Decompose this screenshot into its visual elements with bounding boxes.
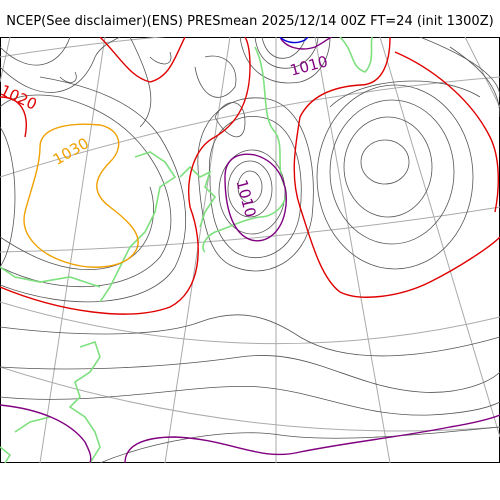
coastline bbox=[14, 416, 51, 433]
isobar bbox=[419, 37, 500, 98]
isobar-1010 bbox=[279, 37, 333, 50]
parallel-1 bbox=[0, 37, 167, 58]
graticule bbox=[0, 37, 500, 463]
isobar-1010 bbox=[0, 404, 92, 463]
isobar bbox=[316, 84, 474, 270]
meridian-1 bbox=[39, 37, 106, 463]
isobar-1020 bbox=[293, 116, 500, 298]
isobar-1030 bbox=[23, 123, 139, 268]
isobar bbox=[0, 94, 172, 288]
coastline bbox=[68, 340, 101, 463]
isobar bbox=[129, 37, 152, 128]
isobar bbox=[0, 126, 16, 268]
meridian-6 bbox=[464, 37, 500, 108]
parallel-3 bbox=[0, 206, 500, 253]
isobar bbox=[214, 102, 246, 138]
isobar-1020 bbox=[0, 37, 251, 315]
isobar bbox=[0, 37, 121, 93]
isobar bbox=[449, 46, 500, 118]
isobar bbox=[329, 80, 481, 108]
coastline bbox=[0, 446, 12, 463]
coastline bbox=[339, 37, 373, 73]
isobar bbox=[237, 170, 263, 204]
isobar bbox=[197, 97, 314, 272]
meridian-2 bbox=[164, 37, 231, 463]
isobar-1010 bbox=[124, 414, 500, 463]
isobar bbox=[0, 76, 186, 303]
coastline bbox=[202, 46, 287, 253]
isobar bbox=[0, 385, 500, 416]
isobar bbox=[227, 160, 273, 218]
isobar bbox=[329, 99, 455, 245]
isobar bbox=[360, 139, 410, 185]
pressure-map: 1020 1030 1010 1010 bbox=[0, 37, 500, 463]
isobar-1020 bbox=[394, 51, 499, 213]
isobar-1020 bbox=[99, 37, 186, 83]
isobar bbox=[0, 314, 500, 357]
isobar-1010 bbox=[224, 153, 287, 242]
isobar-1020 bbox=[299, 37, 391, 118]
isobar bbox=[194, 55, 237, 98]
meridian-7 bbox=[0, 37, 11, 83]
meridian-5 bbox=[379, 37, 500, 438]
isobar bbox=[99, 426, 500, 463]
isobar bbox=[0, 37, 71, 66]
isobar-1000 bbox=[279, 37, 309, 44]
isobar-1020 bbox=[0, 96, 27, 138]
isobar bbox=[149, 51, 172, 65]
map-title: NCEP(See disclaimer)(ENS) PRESmean 2025/… bbox=[6, 14, 494, 29]
isobars-highlight bbox=[0, 37, 500, 463]
isobar bbox=[261, 37, 306, 59]
isobars-thin bbox=[0, 37, 500, 463]
coastline bbox=[99, 151, 177, 303]
parallel-4 bbox=[0, 301, 500, 345]
isobar bbox=[0, 355, 500, 393]
isobar bbox=[59, 71, 77, 83]
isobar bbox=[218, 149, 286, 235]
parallel-2 bbox=[0, 76, 500, 178]
isobar bbox=[343, 116, 433, 218]
isobar bbox=[239, 37, 331, 84]
coastline bbox=[0, 266, 101, 288]
meridian-4 bbox=[314, 37, 391, 463]
